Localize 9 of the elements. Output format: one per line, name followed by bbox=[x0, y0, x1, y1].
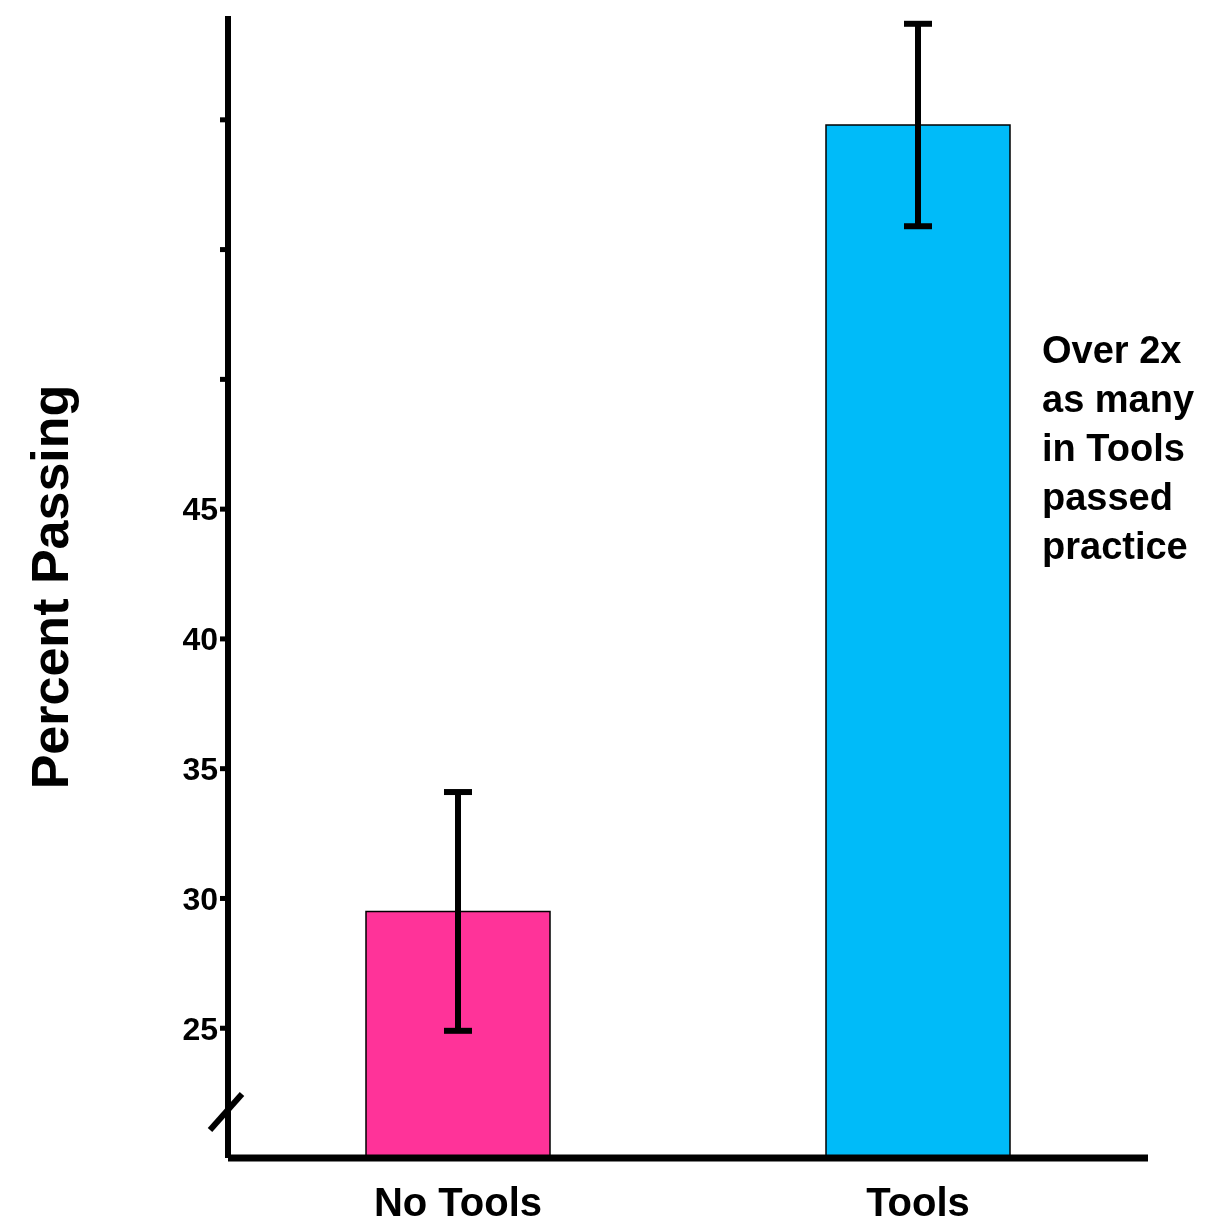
y-axis-title: Percent Passing bbox=[21, 384, 80, 790]
x-tick-label: No Tools bbox=[373, 1180, 543, 1225]
x-tick-label: Tools bbox=[866, 1180, 970, 1225]
annotation: Over 2x as many in Tools passed practice bbox=[1042, 328, 1196, 569]
y-tick-label: 25 bbox=[182, 1010, 218, 1047]
y-tick-label: 30 bbox=[182, 880, 218, 917]
y-tick-label: 35 bbox=[182, 751, 218, 788]
y-tick-label: 45 bbox=[182, 491, 218, 528]
y-tick-label: 40 bbox=[182, 621, 218, 658]
